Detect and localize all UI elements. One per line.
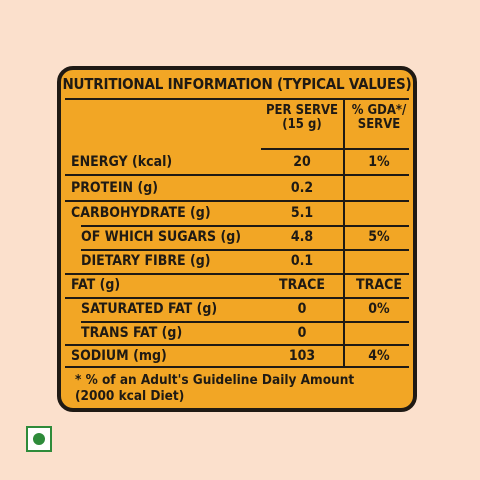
nutrient-value: 0 xyxy=(297,301,307,317)
nutrient-name: TRANS FAT (g) xyxy=(81,325,183,341)
table-row: PROTEIN (g) 0.2 xyxy=(61,176,413,200)
nutrient-value: 103 xyxy=(288,348,316,364)
nutrient-value: TRACE xyxy=(279,277,325,293)
nutrient-value: 0.1 xyxy=(290,253,314,269)
nutrient-name: SODIUM (mg) xyxy=(71,348,167,364)
nutrition-panel: NUTRITIONAL INFORMATION (TYPICAL VALUES)… xyxy=(57,66,417,412)
nutrient-name: OF WHICH SUGARS (g) xyxy=(81,229,242,245)
per-serve-header-line2: (15 g) xyxy=(282,117,322,132)
nutrient-gda: 1% xyxy=(368,154,390,170)
divider xyxy=(81,321,409,323)
vegetarian-symbol-icon xyxy=(26,426,52,452)
divider xyxy=(81,225,409,227)
divider xyxy=(81,249,409,251)
gda-header-line2: SERVE xyxy=(357,117,401,132)
nutrient-gda: 4% xyxy=(368,348,390,364)
nutrient-gda: TRACE xyxy=(356,277,402,293)
table-row: SODIUM (mg) 103 4% xyxy=(61,344,413,368)
footnote-line1: * % of an Adult's Guideline Daily Amount xyxy=(75,372,355,388)
table-row: ENERGY (kcal) 20 1% xyxy=(61,150,413,174)
nutrient-name: ENERGY (kcal) xyxy=(71,154,173,170)
nutrient-value: 4.8 xyxy=(290,229,314,245)
nutrient-value: 20 xyxy=(293,154,311,170)
table-row: CARBOHYDRATE (g) 5.1 xyxy=(61,201,413,225)
divider xyxy=(65,174,409,176)
nutrient-name: SATURATED FAT (g) xyxy=(81,301,218,317)
divider xyxy=(261,148,409,150)
nutrient-name: CARBOHYDRATE (g) xyxy=(71,205,211,221)
table-row: FAT (g) TRACE TRACE xyxy=(61,273,413,297)
divider xyxy=(65,273,409,275)
column-divider xyxy=(343,98,345,366)
footnote: * % of an Adult's Guideline Daily Amount… xyxy=(75,372,405,404)
nutrient-name: DIETARY FIBRE (g) xyxy=(81,253,211,269)
column-header-gda: % GDA*/ SERVE xyxy=(347,104,411,132)
nutrient-name: FAT (g) xyxy=(71,277,121,293)
table-row: SATURATED FAT (g) 0 0% xyxy=(61,297,413,321)
table-row: OF WHICH SUGARS (g) 4.8 5% xyxy=(61,225,413,249)
nutrient-value: 0 xyxy=(297,325,307,341)
per-serve-header-line1: PER SERVE xyxy=(265,103,339,118)
table-row: TRANS FAT (g) 0 xyxy=(61,321,413,345)
divider xyxy=(65,200,409,202)
divider xyxy=(65,98,409,100)
footnote-line2: (2000 kcal Diet) xyxy=(75,388,185,404)
gda-header-line1: % GDA*/ xyxy=(351,103,407,118)
veg-dot xyxy=(33,433,45,445)
nutrient-value: 5.1 xyxy=(290,205,314,221)
divider xyxy=(65,297,409,299)
nutrient-value: 0.2 xyxy=(290,180,314,196)
panel-title: NUTRITIONAL INFORMATION (TYPICAL VALUES) xyxy=(62,75,412,93)
column-header-per-serve: PER SERVE (15 g) xyxy=(259,104,345,132)
nutrient-name: PROTEIN (g) xyxy=(71,180,158,196)
nutrient-gda: 5% xyxy=(368,229,390,245)
divider xyxy=(65,366,409,368)
divider xyxy=(65,344,409,346)
nutrient-gda: 0% xyxy=(368,301,390,317)
table-row: DIETARY FIBRE (g) 0.1 xyxy=(61,249,413,273)
